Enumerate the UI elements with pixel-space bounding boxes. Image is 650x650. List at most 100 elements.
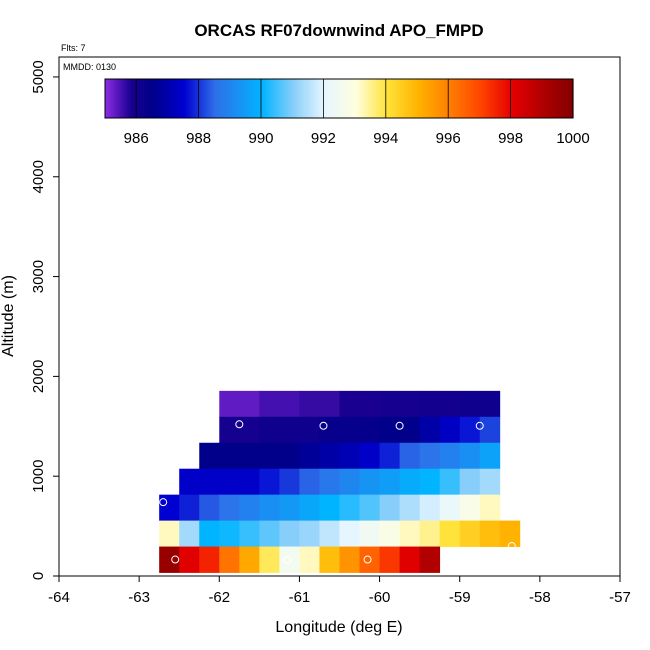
colorbar-segment bbox=[543, 79, 547, 118]
x-tick-label: -61 bbox=[289, 589, 311, 606]
colorbar-segment bbox=[235, 79, 239, 118]
colorbar-segment bbox=[142, 79, 145, 118]
colorbar-segment bbox=[399, 79, 402, 118]
heatmap-cell bbox=[359, 520, 380, 547]
heatmap-cell bbox=[439, 442, 461, 470]
heatmap-cell bbox=[339, 468, 360, 496]
colorbar-segment bbox=[528, 79, 531, 118]
heatmap-cell bbox=[319, 442, 340, 470]
colorbar-segment bbox=[266, 79, 270, 118]
colorbar-segment bbox=[537, 79, 541, 118]
colorbar-segment bbox=[309, 79, 313, 118]
colorbar-segment bbox=[407, 79, 410, 118]
colorbar-segment bbox=[561, 79, 564, 118]
colorbar-segment bbox=[220, 79, 223, 118]
heatmap-cell bbox=[239, 520, 260, 547]
flight-point bbox=[507, 542, 516, 551]
colorbar-segment bbox=[116, 79, 120, 118]
x-axis-ticks: -64 -63 -62 -61 -60 -59 -58 -57 bbox=[48, 576, 631, 606]
colorbar-segment bbox=[481, 79, 484, 118]
x-tick-label: -62 bbox=[208, 589, 230, 606]
colorbar-segment bbox=[303, 79, 307, 118]
heatmap-cell bbox=[239, 546, 260, 573]
colorbar-segment bbox=[227, 79, 231, 118]
colorbar-segment bbox=[171, 79, 174, 118]
colorbar-segment bbox=[206, 79, 209, 118]
colorbar-segment bbox=[493, 79, 496, 118]
colorbar-segment bbox=[508, 79, 512, 118]
heatmap-cell bbox=[279, 442, 300, 470]
colorbar-segment bbox=[340, 79, 344, 118]
colorbar-segment bbox=[459, 79, 463, 118]
heatmap-cell bbox=[479, 442, 501, 470]
colorbar-segment bbox=[290, 79, 293, 118]
heatmap-cell bbox=[319, 520, 340, 547]
colorbar-segment bbox=[565, 79, 568, 118]
flight-point bbox=[395, 421, 404, 430]
colorbar-segment bbox=[364, 79, 367, 118]
colorbar-segment bbox=[385, 79, 389, 118]
colorbar-segment bbox=[413, 79, 416, 118]
heatmap-cell bbox=[399, 494, 421, 522]
colorbar-segment bbox=[356, 79, 360, 118]
colorbar-segment bbox=[325, 79, 328, 118]
colorbar-segment bbox=[165, 79, 168, 118]
y-tick-label: 2000 bbox=[30, 360, 47, 393]
colorbar-segment bbox=[237, 79, 241, 118]
heatmap-cell bbox=[339, 416, 360, 444]
colorbar-segment bbox=[239, 79, 243, 118]
colorbar-segment bbox=[415, 79, 418, 118]
colorbar-segment bbox=[140, 79, 143, 118]
colorbar-segment bbox=[510, 79, 514, 118]
colorbar-segment bbox=[157, 79, 161, 118]
colorbar-segment bbox=[342, 79, 346, 118]
heatmap-cell bbox=[299, 390, 320, 418]
colorbar-segment bbox=[190, 79, 194, 118]
colorbar-segment bbox=[350, 79, 354, 118]
heatmap-cell bbox=[439, 468, 461, 496]
heatmap-cell bbox=[459, 442, 481, 470]
heatmap-cell bbox=[219, 390, 240, 418]
heatmap-cell bbox=[419, 468, 441, 496]
colorbar-segment bbox=[426, 79, 430, 118]
colorbar-segment bbox=[557, 79, 560, 118]
flight-point bbox=[363, 555, 372, 564]
colorbar-segment bbox=[259, 79, 262, 118]
colorbar-segment bbox=[317, 79, 321, 118]
colorbar-segment bbox=[243, 79, 246, 118]
heatmap-cell bbox=[199, 546, 220, 573]
colorbar-segment bbox=[372, 79, 375, 118]
colorbar-segment bbox=[225, 79, 229, 118]
heatmap-cell bbox=[479, 520, 501, 547]
colorbar-segment bbox=[489, 79, 492, 118]
heatmap-cell bbox=[279, 468, 300, 496]
heatmap-cell bbox=[439, 416, 461, 444]
heatmap-cell bbox=[459, 390, 481, 418]
colorbar-segment bbox=[376, 79, 379, 118]
colorbar: 986 988 990 992 994 996 998 1000 bbox=[104, 78, 590, 147]
colorbar-segment bbox=[233, 79, 237, 118]
heatmap-cell bbox=[279, 390, 300, 418]
colorbar-segment bbox=[305, 79, 309, 118]
heatmap-cell bbox=[399, 390, 421, 418]
heatmap-cell bbox=[319, 468, 340, 496]
heatmap-cell bbox=[299, 442, 320, 470]
colorbar-segment bbox=[368, 79, 371, 118]
heatmap-cell bbox=[319, 494, 340, 522]
colorbar-segment bbox=[535, 79, 539, 118]
colorbar-tick-label: 992 bbox=[311, 130, 336, 147]
colorbar-segment bbox=[335, 79, 338, 118]
plot-frame bbox=[58, 56, 621, 577]
colorbar-tick-label: 986 bbox=[124, 130, 149, 147]
colorbar-segment bbox=[532, 79, 535, 118]
heatmap-cells bbox=[159, 390, 521, 573]
colorbar-segment bbox=[374, 79, 377, 118]
flight-point bbox=[319, 421, 328, 430]
y-axis-label: Altitude (m) bbox=[0, 275, 17, 357]
colorbar-segment bbox=[457, 79, 461, 118]
colorbar-segment bbox=[110, 79, 114, 118]
colorbar-segment bbox=[485, 79, 488, 118]
colorbar-segment bbox=[301, 79, 305, 118]
heatmap-cell bbox=[259, 390, 280, 418]
colorbar-segment bbox=[331, 79, 334, 118]
